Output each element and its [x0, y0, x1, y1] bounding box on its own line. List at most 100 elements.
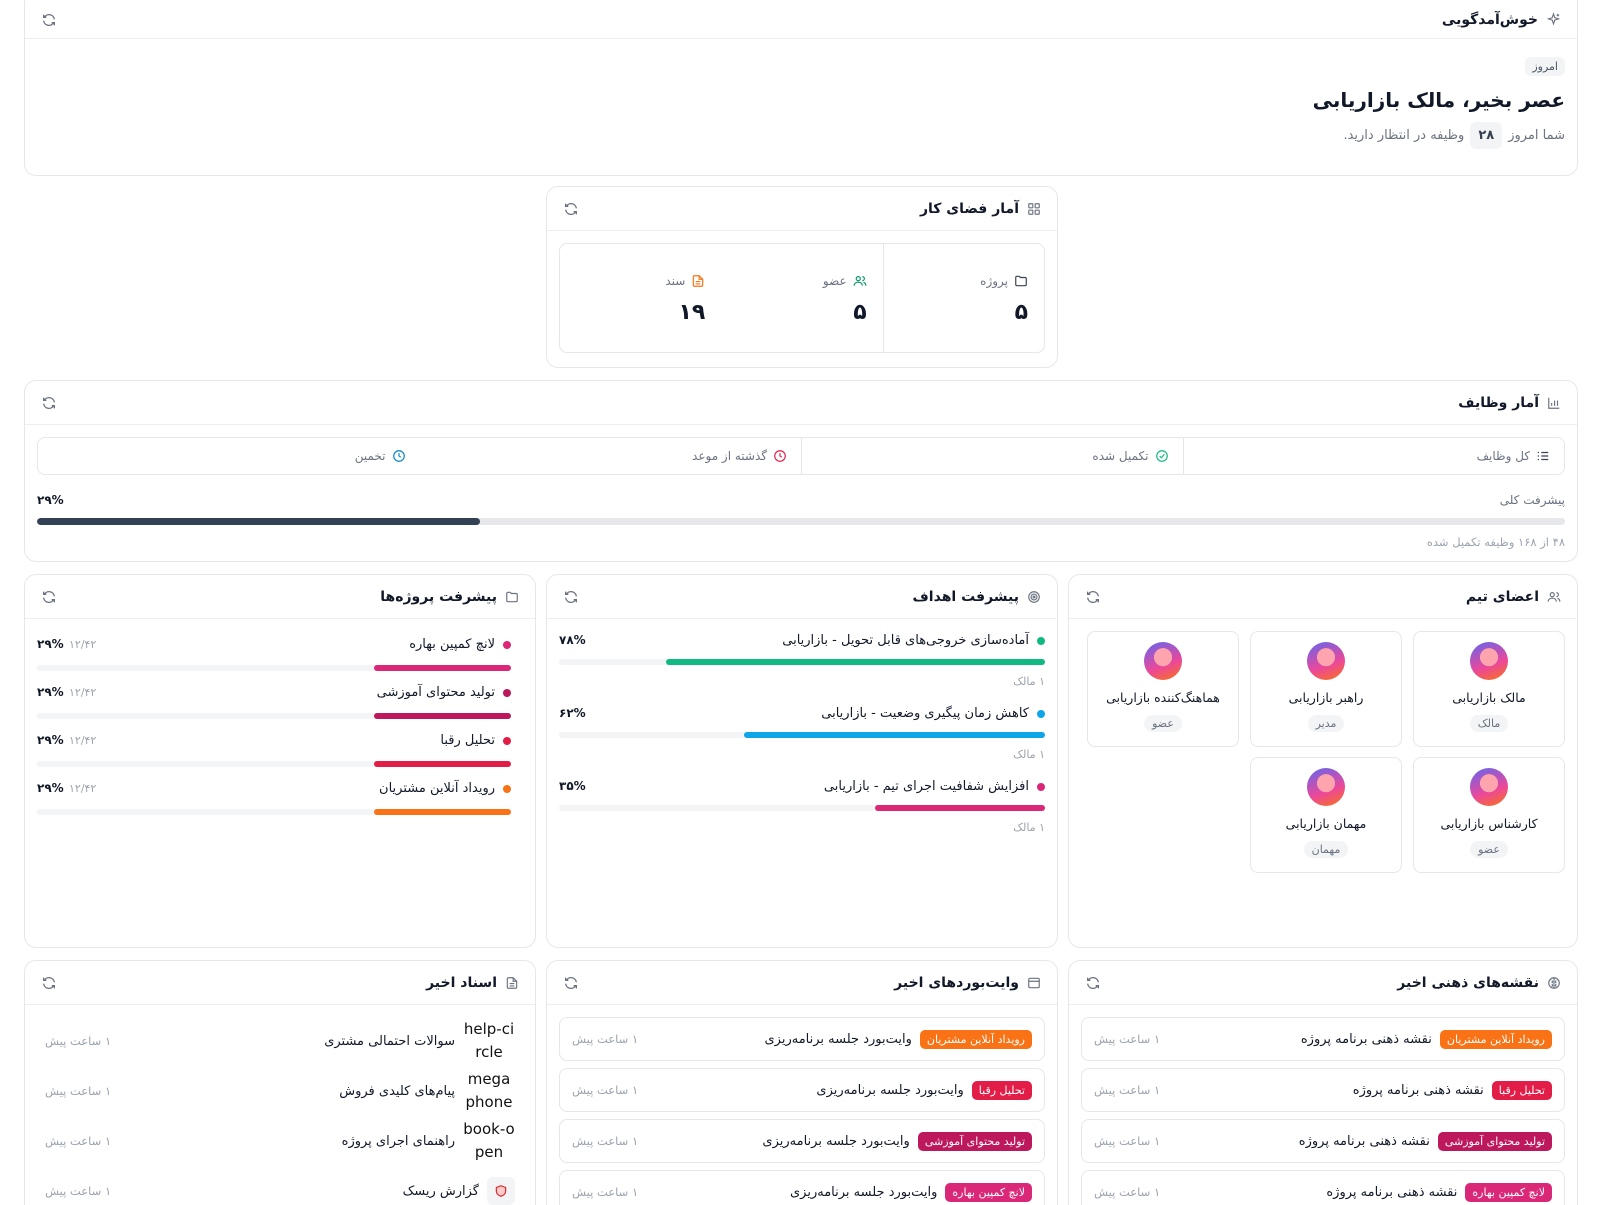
- mindmaps-title: نقشه‌های ذهنی اخیر: [1397, 975, 1561, 991]
- document-title: book-open راهنمای اجرای پروژه: [342, 1118, 515, 1164]
- mindmap-row-title: رویداد آنلاین مشتریان نقشه ذهنی برنامه پر…: [1301, 1029, 1552, 1049]
- team-title-text: اعضای تیم: [1465, 588, 1539, 605]
- brain-icon: [1547, 976, 1561, 990]
- avatar: [1144, 642, 1182, 680]
- goal-name-text: کاهش زمان پیگیری وضعیت - بازاریابی: [821, 706, 1029, 721]
- whiteboard-row-time: ۱ ساعت پیش: [572, 1083, 639, 1097]
- whiteboard-row[interactable]: رویداد آنلاین مشتریان وایت‌بورد جلسه برنا…: [559, 1017, 1045, 1061]
- whiteboard-icon: [1027, 976, 1041, 990]
- goals-title: پیشرفت اهداف: [913, 589, 1041, 605]
- project-tag: لانچ کمپین بهاره: [1465, 1182, 1552, 1202]
- refresh-icon[interactable]: [563, 589, 579, 605]
- estimate-label: تخمین: [354, 449, 386, 463]
- goal-progress-bar: [559, 732, 1045, 738]
- avatar: [1307, 642, 1345, 680]
- project-tag: تولید محتوای آموزشی: [1437, 1131, 1552, 1151]
- refresh-icon[interactable]: [1085, 975, 1101, 991]
- refresh-icon[interactable]: [1085, 589, 1101, 605]
- refresh-icon[interactable]: [41, 395, 57, 411]
- mindmap-row-time: ۱ ساعت پیش: [1094, 1185, 1161, 1199]
- project-date: ۱۲/۴۲: [69, 686, 97, 699]
- clock-alert-icon: [773, 449, 787, 463]
- refresh-icon[interactable]: [41, 12, 57, 28]
- file-icon: [691, 274, 705, 288]
- avatar: [1470, 768, 1508, 806]
- document-time: ۱ ساعت پیش: [45, 1134, 112, 1148]
- mindmap-row-title-text: نقشه ذهنی برنامه پروژه: [1326, 1184, 1458, 1200]
- shield-icon: [487, 1177, 515, 1205]
- goal-progress-fill: [665, 659, 1045, 665]
- overall-progress-bar: [37, 518, 1565, 525]
- project-count: ۵: [1014, 300, 1028, 325]
- document-row[interactable]: گزارش ریسک ۱ ساعت پیش: [37, 1167, 523, 1205]
- team-header: اعضای تیم: [1069, 575, 1577, 619]
- check-circle-icon: [1155, 449, 1169, 463]
- project-row[interactable]: تولید محتوای آموزشی ۲۹% ۱۲/۴۲: [37, 681, 523, 729]
- document-row[interactable]: megaphone پیام‌های کلیدی فروش ۱ ساعت پیش: [37, 1067, 523, 1115]
- member-name: راهبر بازاریابی: [1288, 690, 1364, 705]
- project-name-text: تولید محتوای آموزشی: [376, 685, 495, 700]
- completed-label: تکمیل شده: [1092, 449, 1149, 463]
- workspace-stats-card: آمار فضای کار پروژه ۵ عضو ۵ سند ۱۹: [546, 186, 1058, 368]
- whiteboard-row[interactable]: لانچ کمپین بهاره وایت‌بورد جلسه برنامه‌ری…: [559, 1170, 1045, 1205]
- project-progress-card: پیشرفت پروژه‌ها لانچ کمپین بهاره ۲۹% ۱۲/۴۲…: [24, 574, 536, 948]
- member-role-badge: مدیر: [1307, 715, 1345, 732]
- whiteboard-row-time: ۱ ساعت پیش: [572, 1134, 639, 1148]
- stat-estimate: تخمین: [38, 438, 420, 474]
- whiteboard-row[interactable]: تولید محتوای آموزشی وایت‌بورد جلسه برنامه…: [559, 1119, 1045, 1163]
- stat-projects-label: پروژه: [900, 274, 1028, 288]
- project-progress-bar: [37, 665, 511, 671]
- project-row[interactable]: رویداد آنلاین مشتریان ۲۹% ۱۲/۴۲: [37, 777, 523, 825]
- project-tag: رویداد آنلاین مشتریان: [1439, 1029, 1552, 1049]
- grid-icon: [1027, 202, 1041, 216]
- member-card[interactable]: کارشناس بازاریابی عضو: [1413, 757, 1565, 873]
- status-dot: [503, 640, 511, 649]
- status-dot: [503, 736, 511, 745]
- project-progress-title: پیشرفت پروژه‌ها: [380, 589, 519, 605]
- member-card[interactable]: مهمان بازاریابی مهمان: [1250, 757, 1402, 873]
- pending-suffix: وظیفه در انتظار دارید.: [1343, 128, 1465, 143]
- whiteboard-row[interactable]: تحلیل رقبا وایت‌بورد جلسه برنامه‌ریزی ۱ سا…: [559, 1068, 1045, 1112]
- mindmap-row[interactable]: تولید محتوای آموزشی نقشه ذهنی برنامه پروژ…: [1081, 1119, 1565, 1163]
- member-card[interactable]: مالک بازاریابی مالک: [1413, 631, 1565, 747]
- goal-owner: ۱ مالک: [1013, 748, 1045, 761]
- project-row[interactable]: تحلیل رقبا ۲۹% ۱۲/۴۲: [37, 729, 523, 777]
- refresh-icon[interactable]: [563, 201, 579, 217]
- pending-tasks-text: شما امروز ۲۸ وظیفه در انتظار دارید.: [37, 122, 1565, 149]
- file-text-icon: [505, 976, 519, 990]
- team-title: اعضای تیم: [1466, 589, 1561, 605]
- documents-title-text: اسناد اخیر: [426, 974, 497, 991]
- mindmap-row[interactable]: تحلیل رقبا نقشه ذهنی برنامه پروژه ۱ ساعت پ…: [1081, 1068, 1565, 1112]
- avatar: [1470, 642, 1508, 680]
- mindmap-row[interactable]: لانچ کمپین بهاره نقشه ذهنی برنامه پروژه ۱ …: [1081, 1170, 1565, 1205]
- refresh-icon[interactable]: [563, 975, 579, 991]
- member-card[interactable]: هماهنگ‌کننده بازاریابی عضو: [1087, 631, 1239, 747]
- project-name-text: رویداد آنلاین مشتریان: [379, 781, 495, 796]
- whiteboard-row-time: ۱ ساعت پیش: [572, 1185, 639, 1199]
- goal-row[interactable]: کاهش زمان پیگیری وضعیت - بازاریابی ۶۲% ۱ م…: [559, 706, 1045, 778]
- welcome-header: خوش‌آمدگویی: [25, 1, 1577, 39]
- recent-whiteboards-card: وایت‌بوردهای اخیر رویداد آنلاین مشتریان و…: [546, 960, 1058, 1205]
- document-row[interactable]: help-circle سوالات احتمالی مشتری ۱ ساعت پی…: [37, 1017, 523, 1065]
- project-row[interactable]: لانچ کمپین بهاره ۲۹% ۱۲/۴۲: [37, 633, 523, 681]
- goal-row[interactable]: آماده‌سازی خروجی‌های قابل تحویل - بازاری…: [559, 633, 1045, 705]
- project-progress-fill: [373, 761, 511, 767]
- stat-members: عضو ۵: [721, 244, 882, 352]
- member-card[interactable]: راهبر بازاریابی مدیر: [1250, 631, 1402, 747]
- workspace-title-text: آمار فضای کار: [919, 200, 1019, 217]
- project-pct: ۲۹%: [37, 733, 64, 747]
- document-row[interactable]: book-open راهنمای اجرای پروژه ۱ ساعت پیش: [37, 1117, 523, 1165]
- mindmap-row[interactable]: رویداد آنلاین مشتریان نقشه ذهنی برنامه پر…: [1081, 1017, 1565, 1061]
- refresh-icon[interactable]: [41, 975, 57, 991]
- stat-completed-tasks: تکمیل شده: [801, 438, 1183, 474]
- member-role-badge: مالک: [1469, 715, 1509, 732]
- refresh-icon[interactable]: [41, 589, 57, 605]
- whiteboards-header: وایت‌بوردهای اخیر: [547, 961, 1057, 1005]
- overall-progress-label: پیشرفت کلی: [1499, 493, 1565, 507]
- users-icon: [1547, 590, 1561, 604]
- goal-progress-fill: [874, 805, 1045, 811]
- project-tag: تحلیل رقبا: [1491, 1080, 1552, 1100]
- mindmap-row-title-text: نقشه ذهنی برنامه پروژه: [1352, 1082, 1484, 1098]
- goal-row[interactable]: افزایش شفافیت اجرای تیم - بازاریابی ۳۵% ۱ …: [559, 779, 1045, 851]
- project-date: ۱۲/۴۲: [69, 638, 97, 651]
